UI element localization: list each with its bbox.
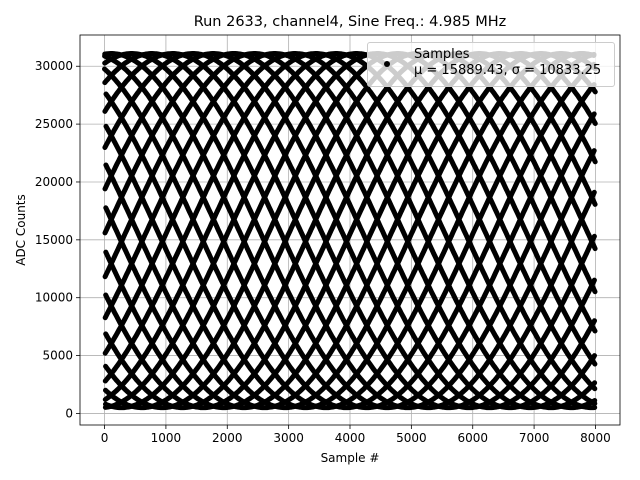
sample-points-series	[103, 51, 598, 411]
sample-points-series	[103, 51, 598, 411]
sample-points-series	[102, 51, 597, 411]
y-tick-label: 5000	[42, 349, 73, 363]
x-tick-label: 2000	[212, 431, 243, 445]
x-axis-label: Sample #	[321, 451, 380, 465]
sample-points-series	[103, 51, 598, 411]
y-tick-label: 20000	[35, 175, 73, 189]
sample-points-series	[102, 51, 597, 411]
y-tick-label: 15000	[35, 233, 73, 247]
sample-points-series	[102, 51, 597, 411]
legend-marker-icon	[384, 61, 390, 67]
sample-points-series	[103, 51, 598, 411]
y-tick-label: 0	[65, 406, 73, 420]
x-tick-label: 0	[101, 431, 109, 445]
legend-series-name: Samples	[414, 47, 470, 62]
sample-points-series	[102, 51, 598, 411]
axes-frame	[79, 34, 621, 426]
chart-title: Run 2633, channel4, Sine Freq.: 4.985 MH…	[194, 14, 507, 30]
x-tick-label: 7000	[519, 431, 550, 445]
sample-points-series	[102, 51, 597, 411]
x-tick-label: 1000	[151, 431, 182, 445]
x-tick-label: 5000	[396, 431, 427, 445]
y-tick-label: 25000	[35, 117, 73, 131]
sample-points-series	[102, 51, 597, 411]
y-tick-label: 10000	[35, 291, 73, 305]
y-axis-label: ADC Counts	[14, 194, 28, 266]
sample-points-series	[102, 51, 597, 411]
sample-points-series	[102, 51, 597, 411]
sample-points-series	[102, 51, 598, 411]
legend-stats: μ = 15889.43, σ = 10833.25	[414, 63, 602, 78]
sample-points-series	[102, 51, 597, 411]
sample-points-series	[103, 51, 598, 411]
x-tick-label: 6000	[457, 431, 488, 445]
x-tick-label: 4000	[335, 431, 366, 445]
legend: Samples μ = 15889.43, σ = 10833.25	[367, 42, 615, 87]
sample-points-series	[102, 51, 597, 411]
sample-points-series	[102, 51, 597, 411]
sample-points-series	[102, 51, 598, 410]
x-tick-label: 8000	[580, 431, 611, 445]
y-tick-label: 30000	[35, 59, 73, 73]
x-tick-label: 3000	[273, 431, 304, 445]
